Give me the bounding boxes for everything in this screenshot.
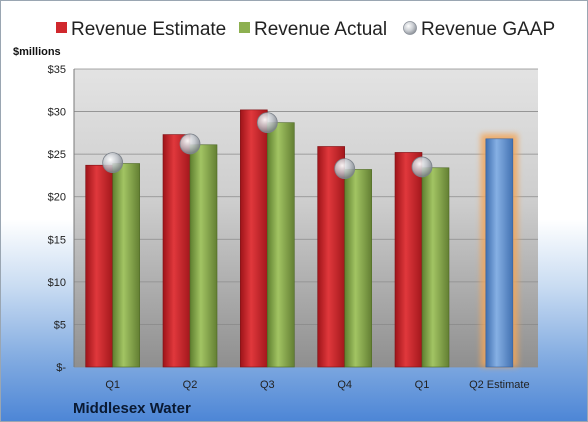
bar-revenue-actual bbox=[344, 169, 372, 368]
marker-revenue-gaap bbox=[102, 152, 124, 174]
marker-revenue-gaap bbox=[334, 158, 356, 180]
legend-label-gaap: Revenue GAAP bbox=[421, 19, 555, 40]
bar-revenue-actual bbox=[112, 163, 140, 368]
gaap-markers bbox=[102, 112, 433, 180]
marker-revenue-gaap bbox=[411, 156, 433, 178]
y-axis-unit: $millions bbox=[13, 46, 61, 58]
legend-swatch-estimate bbox=[56, 22, 67, 33]
legend-swatch-gaap bbox=[403, 21, 417, 35]
x-tick-label: Q3 bbox=[260, 379, 275, 391]
y-tick-label: $10 bbox=[48, 277, 66, 289]
x-tick-label: Q4 bbox=[337, 379, 352, 391]
bar-revenue-estimate bbox=[317, 146, 345, 368]
bars bbox=[85, 109, 518, 368]
bar-revenue-actual bbox=[267, 122, 295, 368]
y-tick-label: $- bbox=[56, 362, 66, 374]
legend-swatch-actual bbox=[239, 22, 250, 33]
bar-revenue-estimate-next bbox=[485, 138, 514, 368]
legend: Revenue Estimate Revenue Actual Revenue … bbox=[56, 19, 555, 40]
y-tick-label: $30 bbox=[48, 107, 66, 119]
legend-label-actual: Revenue Actual bbox=[254, 19, 387, 40]
y-tick-label: $35 bbox=[48, 64, 66, 76]
bar-revenue-estimate bbox=[240, 109, 268, 368]
y-tick-label: $15 bbox=[48, 234, 66, 246]
company-name: Middlesex Water bbox=[73, 400, 191, 417]
x-tick-label: Q1 bbox=[105, 379, 120, 391]
y-tick-label: $25 bbox=[48, 149, 66, 161]
legend-label-estimate: Revenue Estimate bbox=[71, 19, 226, 40]
bar-revenue-estimate bbox=[85, 164, 113, 368]
x-tick-label: Q2 Estimate bbox=[469, 379, 530, 391]
x-tick-label: Q2 bbox=[183, 379, 198, 391]
grid-lines bbox=[73, 68, 538, 368]
bar-revenue-estimate bbox=[162, 134, 191, 368]
x-axis-ticks: Q1 Q2 Q3 Q4 Q1 Q2 Estimate bbox=[105, 379, 529, 391]
y-tick-label: $5 bbox=[54, 319, 66, 331]
marker-revenue-gaap bbox=[256, 112, 278, 134]
bar-revenue-estimate bbox=[394, 152, 423, 368]
bar-revenue-actual bbox=[421, 167, 450, 368]
marker-revenue-gaap bbox=[179, 133, 201, 155]
y-axis-ticks: $- $5 $10 $15 $20 $25 $30 $35 bbox=[48, 64, 67, 374]
y-tick-label: $20 bbox=[48, 192, 66, 204]
bar-revenue-actual bbox=[189, 144, 218, 368]
x-tick-label: Q1 bbox=[415, 379, 430, 391]
plot-area bbox=[74, 69, 538, 367]
